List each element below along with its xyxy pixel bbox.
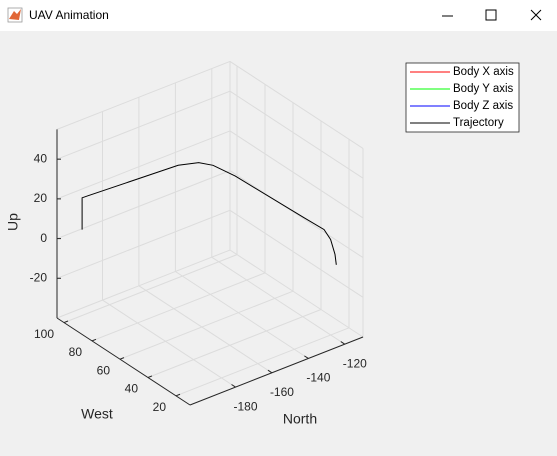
x-tick-label: -180 — [234, 399, 258, 413]
grid-line — [211, 68, 346, 345]
grid-line — [147, 120, 322, 378]
x-tick-label: -120 — [343, 356, 367, 370]
z-tick-label: 0 — [40, 231, 47, 245]
grid-line — [91, 84, 266, 342]
window-title: UAV Animation — [29, 8, 109, 22]
y-tick — [63, 320, 69, 324]
trajectory-line — [81, 162, 337, 265]
x-tick-label: -160 — [270, 385, 294, 399]
legend-label: Trajectory — [453, 117, 504, 129]
x-tick-label: -140 — [306, 371, 330, 385]
grid-line — [119, 102, 294, 360]
title-bar — [0, 0, 557, 31]
box-edge — [56, 148, 364, 338]
z-tick-label: -20 — [30, 270, 48, 284]
y-tick-label: 80 — [69, 345, 83, 359]
y-axis-label: West — [81, 406, 113, 422]
x-tick — [340, 341, 346, 345]
legend-label: Body Y axis — [453, 83, 514, 95]
y-tick — [91, 338, 97, 342]
y-tick — [147, 375, 153, 378]
grid-line — [56, 170, 364, 259]
grid-line — [63, 66, 238, 324]
grid-line — [102, 111, 236, 388]
y-tick — [119, 357, 125, 360]
x-tick — [304, 355, 309, 359]
grid-line — [175, 139, 350, 397]
legend-label: Body X axis — [453, 66, 514, 78]
grid-line — [138, 97, 273, 374]
x-tick — [231, 384, 236, 388]
x-axis-label: North — [283, 411, 317, 427]
y-tick — [175, 393, 181, 397]
z-axis-label: Up — [5, 213, 21, 231]
legend-label: Body Z axis — [453, 100, 513, 112]
y-tick-label: 100 — [34, 327, 54, 341]
y-tick-label: 20 — [153, 400, 167, 414]
close-button[interactable] — [530, 9, 542, 21]
grid-line — [56, 130, 364, 219]
z-tick-label: 40 — [34, 151, 48, 165]
y-tick-label: 60 — [97, 363, 111, 377]
y-tick-label: 40 — [125, 382, 139, 396]
grid-line — [56, 90, 364, 179]
grid-line — [174, 82, 309, 359]
axes: -20 0 20 40 20 40 60 80 100 -180 -160 -140 -120 Body … — [30, 60, 520, 414]
x-axis-line — [189, 336, 364, 406]
app-icon — [7, 7, 23, 23]
grid-line — [56, 209, 364, 298]
y-axis-line — [56, 317, 191, 406]
x-tick — [267, 369, 273, 374]
maximize-button[interactable] — [485, 9, 497, 21]
legend-box — [405, 62, 520, 133]
z-tick-label: 20 — [34, 191, 48, 205]
